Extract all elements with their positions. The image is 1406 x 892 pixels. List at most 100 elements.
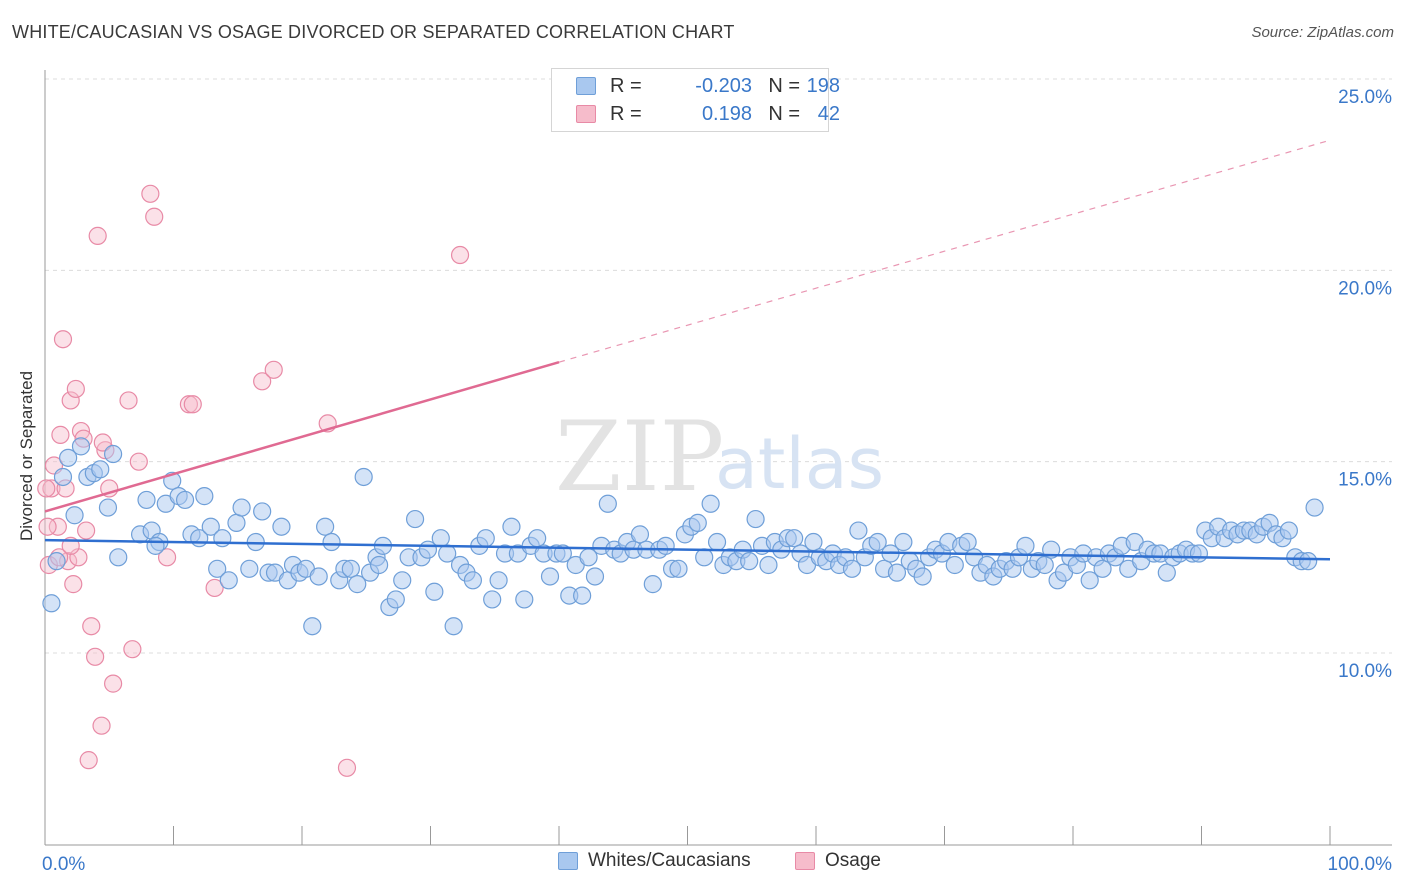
- white-point: [1093, 559, 1112, 578]
- watermark-atlas: atlas: [715, 423, 884, 505]
- chart-title: WHITE/CAUCASIAN VS OSAGE DIVORCED OR SEP…: [12, 22, 735, 42]
- osage-point: [93, 433, 112, 452]
- trend-lines: [44, 139, 1331, 561]
- osage-point: [48, 517, 67, 536]
- legend-row-whites: R = -0.203 N = 198: [576, 72, 840, 100]
- white-point: [656, 536, 675, 555]
- white-point: [573, 586, 592, 605]
- stats-legend: R = -0.203 N = 198 R = 0.198 N = 42: [551, 68, 840, 132]
- legend-n-label: N =: [768, 74, 800, 97]
- white-point: [405, 509, 425, 529]
- white-point: [695, 548, 714, 567]
- white-point: [643, 575, 662, 594]
- watermark-zip: ZIP: [555, 401, 724, 513]
- legend-swatch-pink: [795, 852, 815, 870]
- white-point: [104, 444, 123, 464]
- white-point: [894, 532, 913, 552]
- osage-point: [88, 226, 107, 245]
- white-point: [688, 513, 707, 532]
- osage-point: [37, 479, 56, 498]
- white-point: [386, 590, 405, 609]
- osage-trend-extension: [558, 139, 1331, 363]
- white-point: [91, 460, 110, 479]
- watermark: ZIP atlas: [555, 401, 884, 513]
- white-point: [354, 467, 373, 487]
- osage-point: [183, 395, 202, 414]
- osage-point: [64, 575, 83, 594]
- white-point: [232, 498, 251, 517]
- white-point: [137, 490, 156, 510]
- white-point: [341, 559, 360, 578]
- osage-point: [42, 479, 61, 498]
- white-point: [669, 559, 688, 578]
- white-point: [476, 529, 495, 548]
- white-point: [489, 571, 508, 590]
- white-point: [240, 559, 259, 578]
- osage-points: [37, 184, 470, 777]
- white-point: [804, 532, 823, 552]
- white-point: [701, 494, 720, 513]
- y-axis-label: Divorced or Separated: [17, 371, 36, 541]
- osage-point: [66, 379, 85, 399]
- osage-point: [77, 521, 96, 540]
- x-tick-label: 0.0%: [42, 854, 85, 875]
- legend-r-value: -0.203: [695, 74, 752, 97]
- legend-swatch-blue: [558, 852, 578, 870]
- osage-point: [51, 425, 70, 444]
- white-point: [1279, 521, 1298, 540]
- white-point: [253, 502, 272, 521]
- white-point: [746, 509, 765, 529]
- white-point: [425, 582, 444, 601]
- white-point: [227, 513, 246, 532]
- white-point: [42, 594, 61, 613]
- white-point: [316, 517, 335, 536]
- gridlines: [45, 78, 1392, 654]
- white-point: [1189, 544, 1209, 563]
- white-point: [1299, 552, 1318, 571]
- white-point: [146, 536, 165, 555]
- white-point: [1157, 563, 1176, 582]
- legend-r-value: 0.198: [701, 102, 752, 125]
- white-point: [272, 517, 291, 536]
- osage-point: [253, 372, 272, 391]
- white-trend-line: [44, 538, 1331, 561]
- osage-point: [119, 391, 138, 410]
- y-tick-label: 10.0%: [1338, 661, 1392, 682]
- osage-point: [450, 245, 470, 265]
- white-point: [348, 575, 367, 594]
- white-point: [785, 529, 804, 548]
- white-point: [201, 517, 220, 536]
- white-point: [553, 544, 572, 563]
- legend-item-whites: Whites/Caucasians: [558, 850, 751, 872]
- osage-point: [145, 207, 164, 226]
- white-point: [213, 529, 232, 548]
- y-tick-label: 20.0%: [1338, 278, 1392, 299]
- white-point: [1035, 555, 1054, 575]
- osage-point: [264, 360, 283, 379]
- legend-n-label: N =: [768, 102, 800, 125]
- x-tick-label: 100.0%: [1328, 854, 1393, 875]
- osage-point: [92, 716, 111, 735]
- white-point: [528, 529, 547, 548]
- white-point: [502, 517, 521, 536]
- osage-point: [141, 184, 160, 203]
- white-point: [53, 467, 73, 487]
- white-point: [98, 498, 118, 517]
- white-point: [59, 448, 78, 467]
- legend-item-osage: Osage: [795, 850, 881, 872]
- legend-r-label: R =: [610, 102, 642, 125]
- white-point: [540, 567, 560, 586]
- osage-point: [179, 395, 199, 414]
- white-point: [759, 555, 778, 575]
- white-point: [630, 525, 650, 544]
- white-point: [444, 617, 463, 636]
- white-point: [65, 506, 84, 525]
- white-point: [707, 532, 727, 552]
- white-point: [219, 571, 238, 590]
- source-label: Source: ZipAtlas.com: [1251, 24, 1394, 41]
- white-point: [887, 563, 907, 582]
- osage-point: [86, 647, 105, 666]
- white-point: [1080, 571, 1099, 590]
- y-tick-label: 15.0%: [1338, 470, 1392, 491]
- white-point: [109, 548, 128, 567]
